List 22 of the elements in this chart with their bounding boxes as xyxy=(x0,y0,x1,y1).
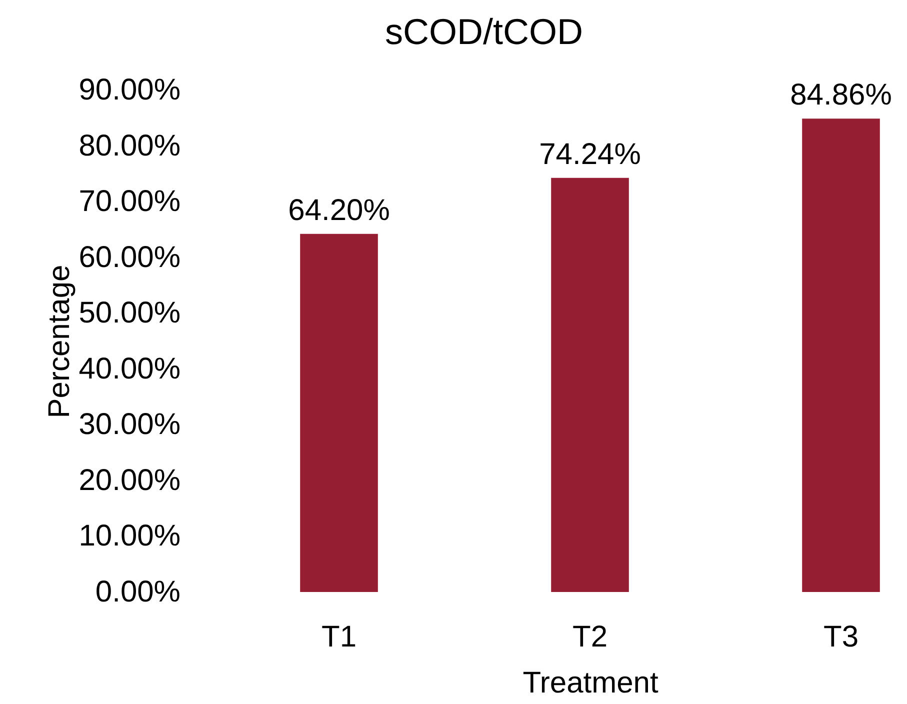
x-tick-label: T3 xyxy=(823,620,859,654)
y-tick-label: 60.00% xyxy=(78,240,180,274)
y-tick-label: 90.00% xyxy=(78,74,180,106)
x-tick-label: T1 xyxy=(321,620,357,654)
y-tick-label: 0.00% xyxy=(95,576,180,608)
chart-title: sCOD/tCOD xyxy=(385,11,583,52)
bar xyxy=(802,118,880,592)
y-tick-label: 30.00% xyxy=(78,408,180,442)
data-label: 64.20% xyxy=(288,194,390,227)
y-tick-label: 10.00% xyxy=(78,520,180,553)
bar xyxy=(300,234,378,592)
data-label: 74.24% xyxy=(539,138,641,171)
y-tick-label: 40.00% xyxy=(78,352,180,386)
y-tick-label: 20.00% xyxy=(78,464,180,497)
y-axis-title: Percentage xyxy=(42,264,76,418)
y-tick-label: 80.00% xyxy=(78,129,180,162)
x-tick-label: T2 xyxy=(572,620,608,654)
y-tick-label: 50.00% xyxy=(78,296,180,330)
x-axis-title: Treatment xyxy=(522,666,659,700)
y-tick-label: 70.00% xyxy=(78,185,180,218)
bar xyxy=(551,178,629,592)
data-label: 84.86% xyxy=(790,78,892,112)
